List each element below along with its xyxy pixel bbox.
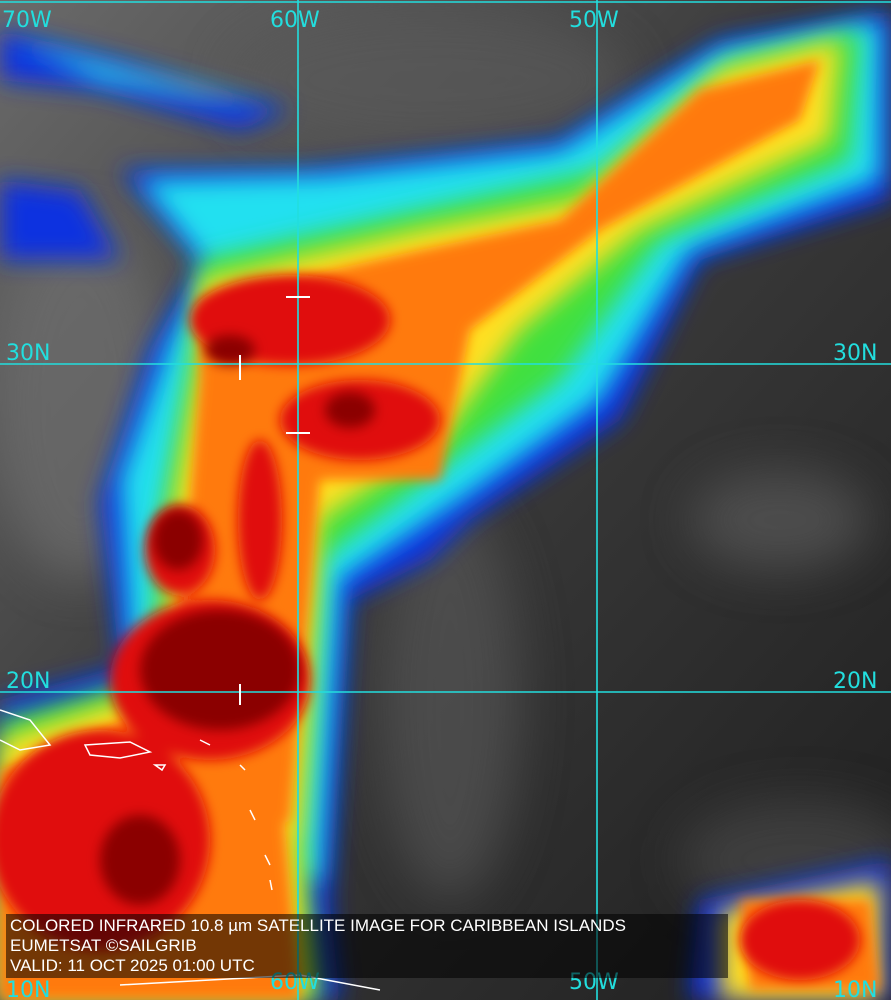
- caption-valid-time: VALID: 11 OCT 2025 01:00 UTC: [10, 956, 255, 975]
- caption-source: EUMETSAT ©SAILGRIB: [10, 936, 197, 955]
- latitude-label-30n-left: 30N: [6, 341, 51, 366]
- latitude-label-10n-left: 10N: [6, 978, 51, 1000]
- latitude-label-20n-left: 20N: [6, 669, 51, 694]
- caption-title: COLORED INFRARED 10.8 µm SATELLITE IMAGE…: [10, 916, 626, 935]
- image-caption: COLORED INFRARED 10.8 µm SATELLITE IMAGE…: [6, 914, 728, 978]
- longitude-label-70w: 70W: [2, 8, 52, 33]
- longitude-label-60w: 60W: [270, 8, 320, 33]
- latitude-label-30n-right: 30N: [833, 341, 878, 366]
- latitude-label-10n-right: 10N: [833, 978, 878, 1000]
- latitude-label-20n-right: 20N: [833, 669, 878, 694]
- longitude-label-50w: 50W: [569, 8, 619, 33]
- tick-marks: [239, 296, 310, 705]
